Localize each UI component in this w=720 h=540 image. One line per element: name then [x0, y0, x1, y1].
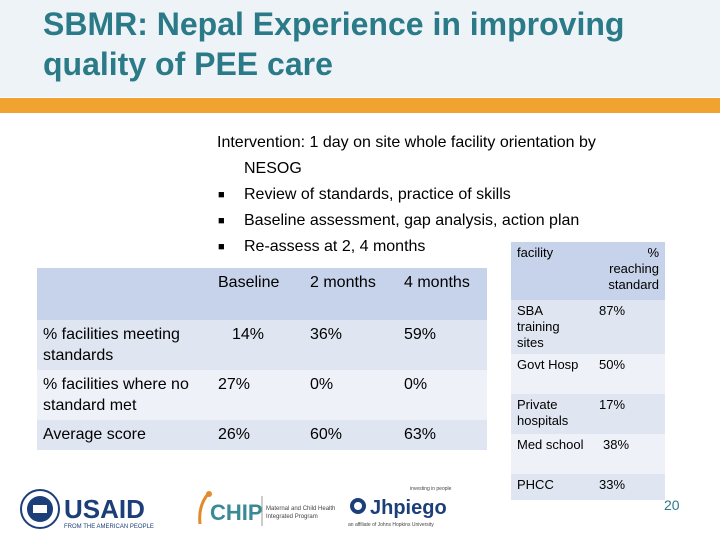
- chip-subtitle-1: Maternal and Child Health: [266, 506, 335, 512]
- two-month-value: 0%: [304, 370, 398, 420]
- slide-title: SBMR: Nepal Experience in improving qual…: [43, 6, 625, 82]
- bullet-text: Re-assess at 2, 4 months: [244, 238, 426, 255]
- intervention-lead-line1: Intervention: 1 day on site whole facili…: [217, 134, 596, 151]
- four-month-value: 63%: [398, 420, 487, 450]
- two-month-value: 60%: [304, 420, 398, 450]
- table-row: Average score 26% 60% 63%: [37, 420, 487, 450]
- jhpiego-wordmark: Jhpiego: [370, 497, 447, 519]
- table-row: Private hospitals 17%: [511, 394, 665, 434]
- facility-table: facility % reaching standard SBA trainin…: [511, 242, 665, 500]
- usaid-tagline: FROM THE AMERICAN PEOPLE: [64, 524, 154, 530]
- jhpiego-affiliation: an affiliate of Johns Hopkins University: [348, 522, 434, 528]
- usaid-wordmark: USAID: [64, 494, 145, 524]
- chip-wordmark: CHIP: [210, 500, 263, 525]
- facility-name: Med school: [511, 434, 593, 474]
- usaid-logo: USAID FROM THE AMERICAN PEOPLE: [20, 489, 154, 530]
- header-cell-reaching-standard: % reaching standard: [593, 242, 665, 300]
- table-row: PHCC 33%: [511, 474, 665, 500]
- header-cell-4-months: 4 months: [398, 268, 487, 320]
- bullet-icon: ■: [218, 241, 225, 253]
- facility-name: Govt Hosp: [511, 354, 593, 394]
- header-cell-facility: facility: [511, 242, 593, 300]
- header-cell-2-months: 2 months: [304, 268, 398, 320]
- four-month-value: 59%: [398, 320, 487, 370]
- bullet-item: ■ Re-assess at 2, 4 months: [217, 234, 697, 260]
- header-cell-empty: [37, 268, 212, 320]
- table-row: Govt Hosp 50%: [511, 354, 665, 394]
- bullet-text: Review of standards, practice of skills: [244, 186, 511, 203]
- partner-logos: USAID FROM THE AMERICAN PEOPLE CHIP Mate…: [20, 484, 500, 534]
- title-band: [0, 0, 720, 97]
- chip-subtitle-2: Integrated Program: [266, 514, 318, 520]
- row-label: Average score: [37, 420, 212, 450]
- table-header-row: facility % reaching standard: [511, 242, 665, 300]
- table-row: SBA training sites 87%: [511, 300, 665, 354]
- bullet-icon: ■: [218, 215, 225, 227]
- baseline-value: 27%: [212, 370, 304, 420]
- page-number: 20: [664, 497, 680, 513]
- jhpiego-tagline: investing in people: [410, 486, 452, 492]
- facility-name: Private hospitals: [511, 394, 593, 434]
- facility-pct: 50%: [593, 354, 665, 394]
- four-month-value: 0%: [398, 370, 487, 420]
- baseline-value: 26%: [212, 420, 304, 450]
- results-table: Baseline 2 months 4 months % facilities …: [37, 268, 487, 450]
- row-label: % facilities meeting standards: [37, 320, 212, 370]
- table-row: % facilities meeting standards 14% 36% 5…: [37, 320, 487, 370]
- facility-name: SBA training sites: [511, 300, 593, 354]
- baseline-value: 14%: [212, 320, 304, 370]
- facility-pct: 17%: [593, 394, 665, 434]
- chip-logo: CHIP Maternal and Child Health Integrate…: [198, 491, 335, 526]
- table-row: % facilities where no standard met 27% 0…: [37, 370, 487, 420]
- bullet-text: Baseline assessment, gap analysis, actio…: [244, 212, 580, 229]
- facility-pct: 87%: [593, 300, 665, 354]
- intervention-lead-line2: NESOG: [244, 160, 302, 177]
- header-cell-baseline: Baseline: [212, 268, 304, 320]
- bullet-icon: ■: [218, 189, 225, 201]
- intervention-text: Intervention: 1 day on site whole facili…: [217, 130, 697, 260]
- facility-name: PHCC: [511, 474, 593, 500]
- two-month-value: 36%: [304, 320, 398, 370]
- bullet-item: ■ Review of standards, practice of skill…: [217, 182, 697, 208]
- intervention-lead: Intervention: 1 day on site whole facili…: [217, 130, 697, 182]
- jhpiego-logo: investing in people Jhpiego an affiliate…: [348, 486, 452, 528]
- accent-bar: [0, 98, 720, 113]
- facility-pct: 38%: [593, 434, 665, 474]
- table-row: Med school 38%: [511, 434, 665, 474]
- row-label: % facilities where no standard met: [37, 370, 212, 420]
- bullet-item: ■ Baseline assessment, gap analysis, act…: [217, 208, 697, 234]
- table-header-row: Baseline 2 months 4 months: [37, 268, 487, 320]
- facility-pct: 33%: [593, 474, 665, 500]
